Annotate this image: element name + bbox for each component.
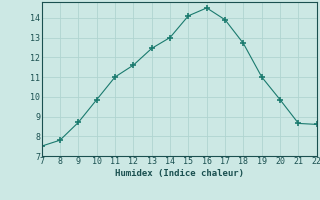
X-axis label: Humidex (Indice chaleur): Humidex (Indice chaleur) [115,169,244,178]
